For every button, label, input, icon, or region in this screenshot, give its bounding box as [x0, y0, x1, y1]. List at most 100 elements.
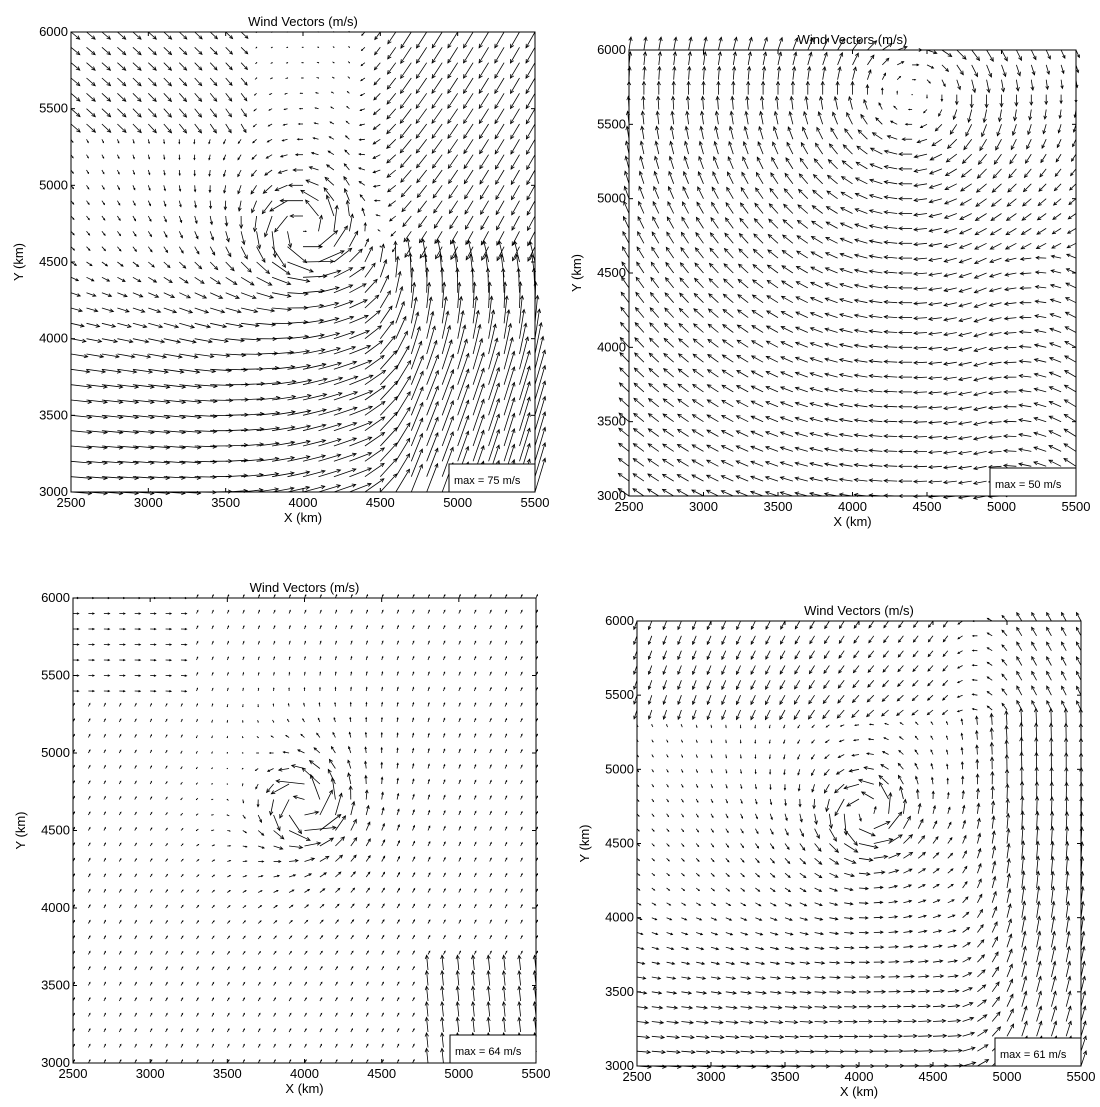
arrow-head — [868, 269, 874, 274]
wind-vector — [809, 462, 823, 467]
arrow-head — [431, 58, 436, 64]
arrow-head — [373, 81, 378, 86]
arrow-head — [450, 400, 454, 405]
wind-vector — [240, 231, 245, 245]
arrow-head — [928, 272, 934, 277]
wind-vector — [304, 889, 310, 893]
wind-vector — [519, 323, 527, 355]
wind-vector — [926, 49, 937, 54]
wind-vector — [327, 150, 335, 156]
arrow-head — [399, 89, 405, 95]
arrow-head — [839, 313, 844, 318]
arrow-head — [678, 322, 684, 328]
wind-vector — [256, 292, 274, 299]
wind-vector — [703, 37, 707, 51]
wind-vector — [194, 430, 217, 432]
wind-vector — [305, 199, 319, 217]
arrow-head — [213, 35, 219, 40]
wind-vector — [718, 37, 722, 51]
arrow-head — [279, 198, 285, 203]
arrow-head — [883, 149, 889, 154]
arrow-head — [542, 426, 547, 432]
wind-vector — [839, 298, 853, 304]
arrow-head — [617, 457, 623, 463]
wind-vector — [387, 31, 397, 45]
wind-vector — [163, 47, 172, 55]
wind-vector — [958, 302, 972, 307]
arrow-head — [510, 180, 515, 186]
arrow-head — [666, 231, 671, 237]
arrow-head — [478, 89, 483, 94]
wind-vector — [510, 139, 520, 155]
arrow-head — [228, 97, 233, 102]
arrow-head — [237, 173, 241, 178]
arrow-head — [279, 835, 285, 840]
arrow-head — [291, 379, 297, 384]
wind-vector — [494, 123, 505, 139]
wind-vector — [963, 138, 973, 150]
wind-vector — [747, 51, 751, 65]
wind-vector — [870, 147, 883, 155]
wind-vector — [776, 96, 779, 110]
wind-vector — [718, 66, 720, 80]
arrow-head — [898, 360, 903, 365]
wind-vector — [677, 489, 689, 497]
wind-vector — [1033, 446, 1047, 452]
wind-vector — [70, 445, 92, 449]
wind-vector — [194, 292, 207, 299]
arrow-head — [343, 225, 348, 231]
arrow-head — [805, 80, 810, 86]
wind-vector — [852, 53, 859, 66]
arrow-head — [181, 1012, 184, 1015]
wind-vector — [241, 458, 264, 462]
arrow-head — [728, 125, 734, 131]
wind-vector — [999, 109, 1002, 122]
wind-vector — [703, 66, 705, 80]
arrow-head — [1066, 244, 1071, 249]
arrow-head — [854, 192, 860, 197]
arrow-head — [669, 125, 675, 131]
arrow-head — [352, 452, 357, 457]
wind-vector — [147, 246, 153, 253]
wind-vector — [387, 62, 397, 75]
wind-vector — [1036, 228, 1047, 235]
arrow-head — [809, 432, 815, 437]
wind-vector — [457, 353, 469, 385]
arrow-head — [928, 184, 934, 189]
arrow-head — [523, 322, 528, 328]
wind-vector — [148, 47, 157, 55]
arrow-head — [478, 119, 483, 125]
wind-vector — [971, 79, 976, 93]
arrow-head — [706, 429, 712, 434]
wind-vector — [240, 93, 248, 101]
arrow-head — [150, 827, 153, 830]
arrow-head — [640, 110, 645, 116]
wind-vector — [840, 253, 853, 259]
calm-dot — [348, 77, 350, 79]
arrow-head — [88, 842, 91, 845]
arrow-head — [344, 135, 348, 138]
wind-vector — [974, 257, 987, 264]
wind-vector — [225, 246, 232, 257]
arrow-head — [106, 66, 112, 71]
arrow-head — [167, 51, 173, 56]
arrow-head — [933, 50, 938, 55]
arrow-head — [258, 1028, 261, 1031]
wind-vector — [288, 814, 302, 834]
wind-vector — [472, 383, 485, 416]
arrow-head — [235, 295, 240, 299]
wind-vector — [634, 352, 645, 363]
wind-vector — [333, 247, 352, 263]
arrow-head — [975, 56, 981, 62]
calm-dot — [211, 767, 213, 770]
wind-vector — [494, 108, 505, 124]
arrow-head — [306, 439, 311, 445]
arrow-head — [320, 1059, 323, 1062]
arrow-head — [804, 95, 809, 101]
wind-vector — [781, 280, 794, 289]
arrow-head — [349, 213, 354, 219]
arrow-head — [671, 80, 676, 86]
arrow-head — [973, 274, 979, 279]
wind-vector — [511, 215, 520, 231]
wind-vector — [1043, 124, 1047, 134]
